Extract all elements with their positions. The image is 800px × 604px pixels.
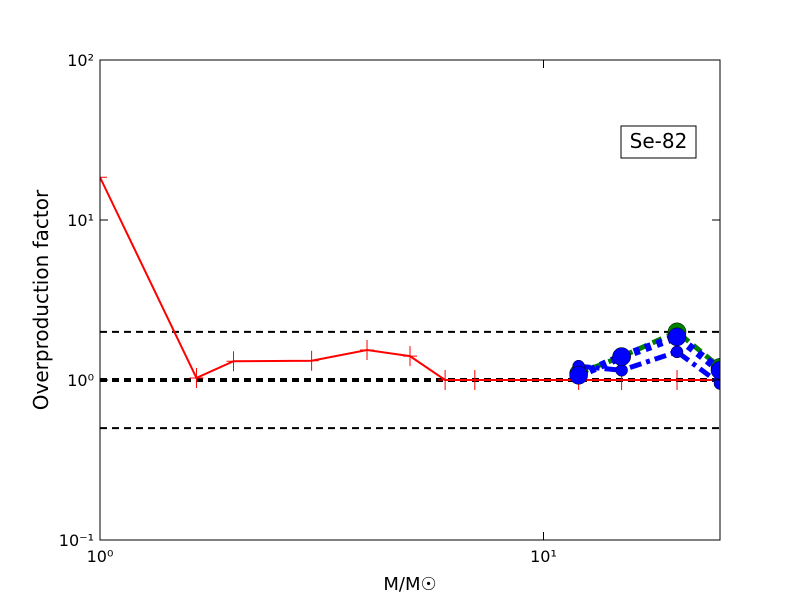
y-tick-label: 10² [67,51,94,70]
marker [667,327,687,347]
y-axis-label: Overproduction factor [29,189,53,410]
marker [569,366,588,385]
marker [710,361,720,380]
marker [438,370,453,390]
marker [615,364,628,377]
annotation-box [620,125,697,159]
marker [100,167,107,188]
y-tick-label: 10⁰ [67,371,94,390]
marker [403,346,417,367]
y-tick-label: 10⁻¹ [59,531,94,550]
marker [189,367,204,388]
series-line [577,332,720,379]
marker [360,339,375,360]
x-axis-label: M/M☉ [383,574,436,595]
marker [304,350,319,371]
marker [670,345,684,359]
marker [467,370,482,390]
marker [713,377,720,390]
series-line [577,328,720,376]
marker [670,370,685,390]
x-tick-label: 10⁰ [87,547,114,566]
annotation: Se-82 [630,129,688,153]
x-tick-label: 10¹ [530,547,557,566]
marker [226,351,241,372]
y-tick-label: 10¹ [67,211,94,230]
plot-area [100,167,720,430]
marker [612,347,631,366]
series-line [100,176,720,381]
axes-frame [99,59,721,541]
series-line [578,349,720,386]
